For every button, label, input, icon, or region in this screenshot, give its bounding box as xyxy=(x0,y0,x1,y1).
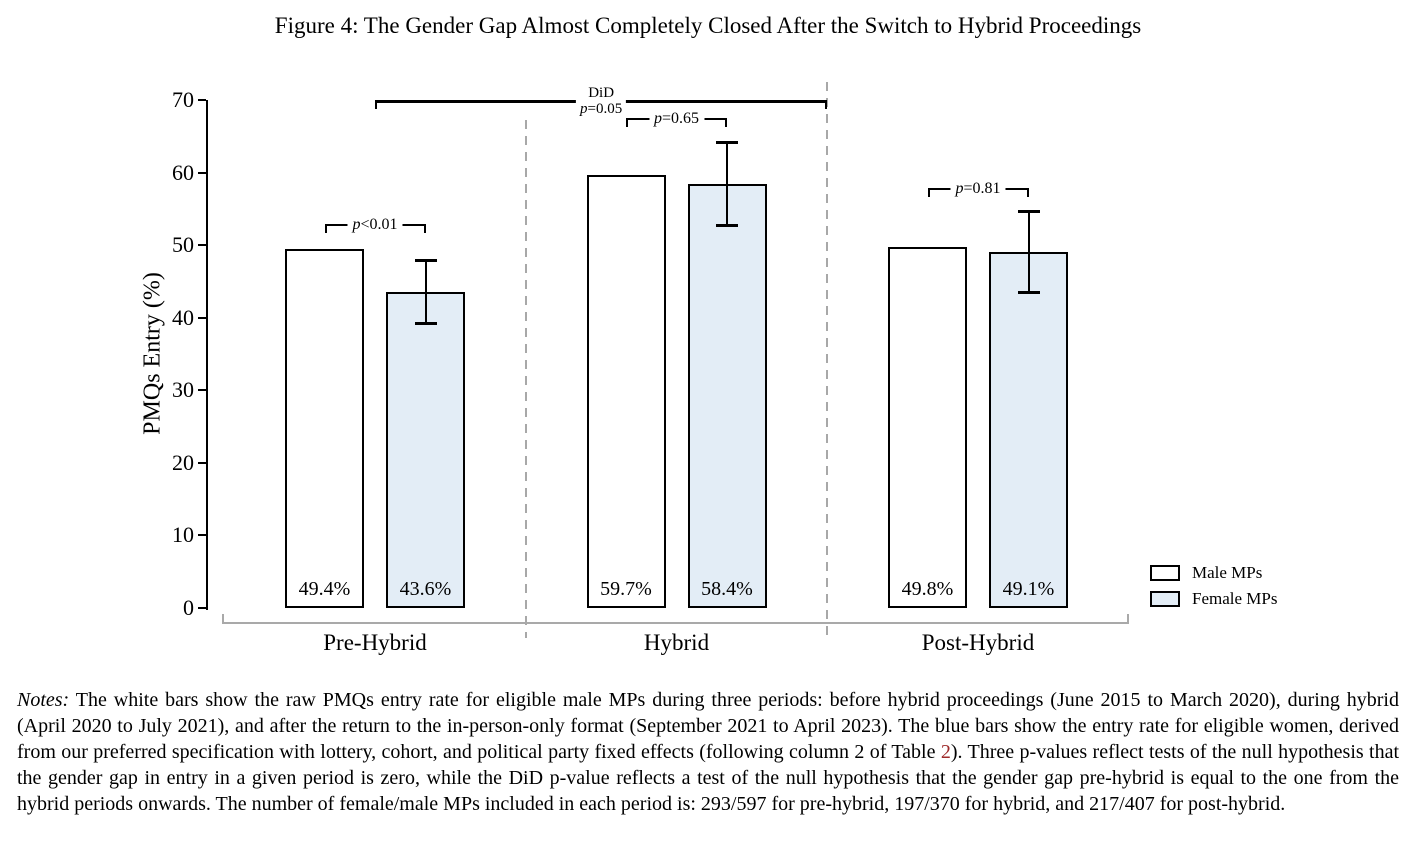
bar-value-label: 49.8% xyxy=(901,578,954,600)
figure-notes: Notes: The white bars show the raw PMQs … xyxy=(17,687,1399,817)
bar-value-label: 58.4% xyxy=(701,578,753,600)
p-bracket-post-hybrid-end-tick xyxy=(927,187,930,197)
did-bracket-end-tick xyxy=(825,100,828,109)
bar-female-mps-post-hybrid xyxy=(989,251,1068,608)
y-tick xyxy=(198,244,206,247)
bar-male-mps-post-hybrid xyxy=(888,246,967,608)
error-bar-hybrid xyxy=(726,142,728,227)
error-bar-cap-top xyxy=(1017,210,1040,214)
legend-label-female-mps: Female MPs xyxy=(1192,589,1278,608)
p-bracket-label: p=0.81 xyxy=(950,179,1006,198)
bar-value-label: 43.6% xyxy=(399,578,452,600)
category-label-hybrid: Hybrid xyxy=(643,630,710,655)
y-axis-line xyxy=(206,100,208,610)
y-tick xyxy=(198,316,206,319)
legend-item-male-mps: Male MPs xyxy=(1150,560,1277,586)
did-bracket-label: DiD p=0.05 xyxy=(576,85,627,117)
y-tick-label: 10 xyxy=(172,522,194,548)
p-bracket-pre-hybrid-end-tick xyxy=(324,224,327,234)
category-axis-line xyxy=(222,622,1129,624)
y-tick-label: 60 xyxy=(172,159,194,185)
p-bracket-label: p<0.01 xyxy=(347,216,403,235)
error-bar-cap-bottom xyxy=(716,224,738,228)
bar-female-mps-hybrid xyxy=(687,184,767,608)
legend-item-female-mps: Female MPs xyxy=(1150,586,1277,612)
category-label-pre-hybrid: Pre-Hybrid xyxy=(323,630,427,655)
y-tick xyxy=(198,389,206,392)
legend: Male MPs Female MPs xyxy=(1150,560,1277,612)
p-bracket-label: p=0.65 xyxy=(648,110,705,129)
notes-label: Notes: xyxy=(17,689,70,711)
category-axis-end-tick xyxy=(222,614,224,622)
notes-body-2: ). Three p-values reflect tests of the n… xyxy=(17,741,1400,815)
y-tick-label: 0 xyxy=(183,595,194,620)
did-bracket-end-tick xyxy=(375,100,377,109)
group-divider-line xyxy=(826,82,829,638)
y-tick-label: 20 xyxy=(172,449,194,475)
chart-plot-area: PMQs Entry (%) Male MPs Female MPs 0 10 20 3… xyxy=(139,82,1277,655)
bar-value-label: 59.7% xyxy=(600,578,652,600)
group-divider-line xyxy=(524,120,527,638)
y-tick xyxy=(198,607,206,609)
bar-female-mps-pre-hybrid xyxy=(386,291,465,608)
error-bar-cap-bottom xyxy=(414,321,437,325)
y-tick-label: 30 xyxy=(172,377,194,403)
legend-label-male-mps: Male MPs xyxy=(1192,563,1263,582)
error-bar-pre-hybrid xyxy=(424,260,427,324)
legend-swatch-male-mps xyxy=(1150,565,1180,581)
y-tick xyxy=(198,534,206,537)
y-tick xyxy=(198,99,206,101)
bar-value-label: 49.4% xyxy=(298,578,351,600)
p-bracket-pre-hybrid-end-tick xyxy=(423,224,426,234)
bar-male-mps-hybrid xyxy=(586,174,666,608)
p-bracket-hybrid-end-tick xyxy=(626,118,628,128)
p-bracket-hybrid-end-tick xyxy=(725,118,727,128)
bar-value-label: 49.1% xyxy=(1002,578,1055,600)
legend-swatch-female-mps xyxy=(1150,591,1180,607)
y-tick xyxy=(198,461,206,464)
y-tick xyxy=(198,171,206,174)
p-bracket-post-hybrid-end-tick xyxy=(1026,187,1029,197)
category-axis-end-tick xyxy=(1127,614,1129,622)
error-bar-cap-top xyxy=(414,259,437,263)
notes-body-1: The white bars show the raw PMQs entry r… xyxy=(17,689,1399,763)
category-label-post-hybrid: Post-Hybrid xyxy=(921,630,1035,655)
bar-male-mps-pre-hybrid xyxy=(285,249,364,608)
y-tick-label: 50 xyxy=(172,232,194,258)
error-bar-cap-top xyxy=(716,141,738,145)
figure-title: Figure 4: The Gender Gap Almost Complete… xyxy=(274,13,1142,38)
y-tick-label: 70 xyxy=(172,87,194,112)
error-bar-post-hybrid xyxy=(1027,211,1030,294)
y-axis-title: PMQs Entry (%) xyxy=(139,272,166,435)
error-bar-cap-bottom xyxy=(1017,291,1040,295)
y-tick-label: 40 xyxy=(172,304,194,330)
notes-table-link[interactable]: 2 xyxy=(940,741,951,763)
